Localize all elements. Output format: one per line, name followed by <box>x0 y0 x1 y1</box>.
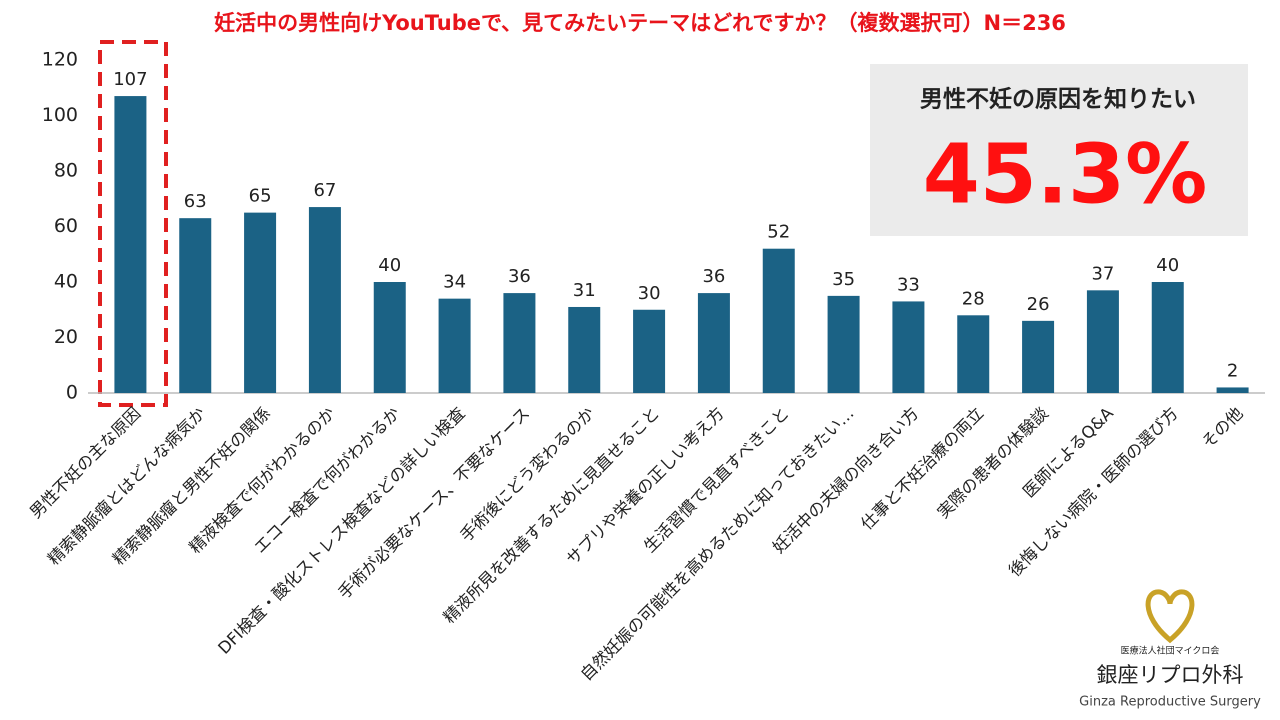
bar <box>1151 282 1184 393</box>
value-label: 33 <box>897 274 920 295</box>
bar <box>633 309 666 393</box>
y-tick-label: 80 <box>54 160 78 182</box>
value-label: 34 <box>443 272 466 293</box>
callout-box <box>870 64 1248 236</box>
y-tick-label: 0 <box>66 382 78 404</box>
callout-value: 45.3% <box>923 127 1207 222</box>
y-tick-label: 40 <box>54 271 78 293</box>
bar <box>179 218 212 393</box>
bar <box>438 298 471 393</box>
value-label: 63 <box>184 191 207 212</box>
bar <box>697 293 730 393</box>
logo-english: Ginza Reproductive Surgery <box>1079 695 1261 710</box>
y-tick-label: 120 <box>42 49 78 71</box>
value-label: 2 <box>1227 360 1238 381</box>
x-tick-label: 男性不妊の主な原因 <box>26 404 144 522</box>
bar <box>244 212 277 393</box>
y-tick-label: 60 <box>54 215 78 237</box>
value-label: 30 <box>638 283 661 304</box>
value-label: 36 <box>508 266 531 287</box>
highlight-box <box>98 40 168 407</box>
value-label: 67 <box>313 180 336 201</box>
value-label: 40 <box>378 255 401 276</box>
value-label: 40 <box>1156 255 1179 276</box>
value-label: 107 <box>113 69 147 90</box>
logo-org: 医療法人社団マイクロ会 <box>1121 645 1220 657</box>
value-label: 26 <box>1027 294 1050 315</box>
value-label: 36 <box>702 266 725 287</box>
y-tick-label: 100 <box>42 104 78 126</box>
logo-name: 銀座リプロ外科 <box>1097 663 1244 687</box>
value-label: 31 <box>573 280 596 301</box>
bar <box>827 295 860 393</box>
bar <box>373 282 406 393</box>
bar <box>1022 320 1055 393</box>
value-label: 35 <box>832 269 855 290</box>
x-tick-label: 実際の患者の体験談 <box>934 404 1052 522</box>
x-tick-label: DFI検査・酸化ストレス検査などの詳しい検査 <box>214 404 468 658</box>
value-label: 65 <box>249 186 272 207</box>
bar <box>892 301 925 393</box>
x-tick-label: 手術後にどう変わるのか <box>456 404 598 546</box>
bar <box>503 293 536 393</box>
value-label: 28 <box>962 288 985 309</box>
x-tick-label: 仕事と不妊治療の両立 <box>857 404 987 534</box>
value-label: 37 <box>1091 263 1114 284</box>
bar <box>957 315 990 393</box>
y-tick-label: 20 <box>54 326 78 348</box>
bar <box>568 306 601 393</box>
logo-mark <box>1145 589 1195 644</box>
bar <box>1216 387 1249 393</box>
x-tick-label: その他 <box>1198 404 1246 452</box>
bar <box>114 96 147 393</box>
bar <box>308 207 341 393</box>
bar <box>762 248 795 393</box>
bar <box>1086 290 1119 393</box>
callout-text: 男性不妊の原因を知りたい <box>920 86 1196 113</box>
value-label: 52 <box>767 222 790 243</box>
chart-title: 妊活中の男性向けYouTubeで、見てみたいテーマはどれですか？（複数選択可）N… <box>214 11 1066 35</box>
